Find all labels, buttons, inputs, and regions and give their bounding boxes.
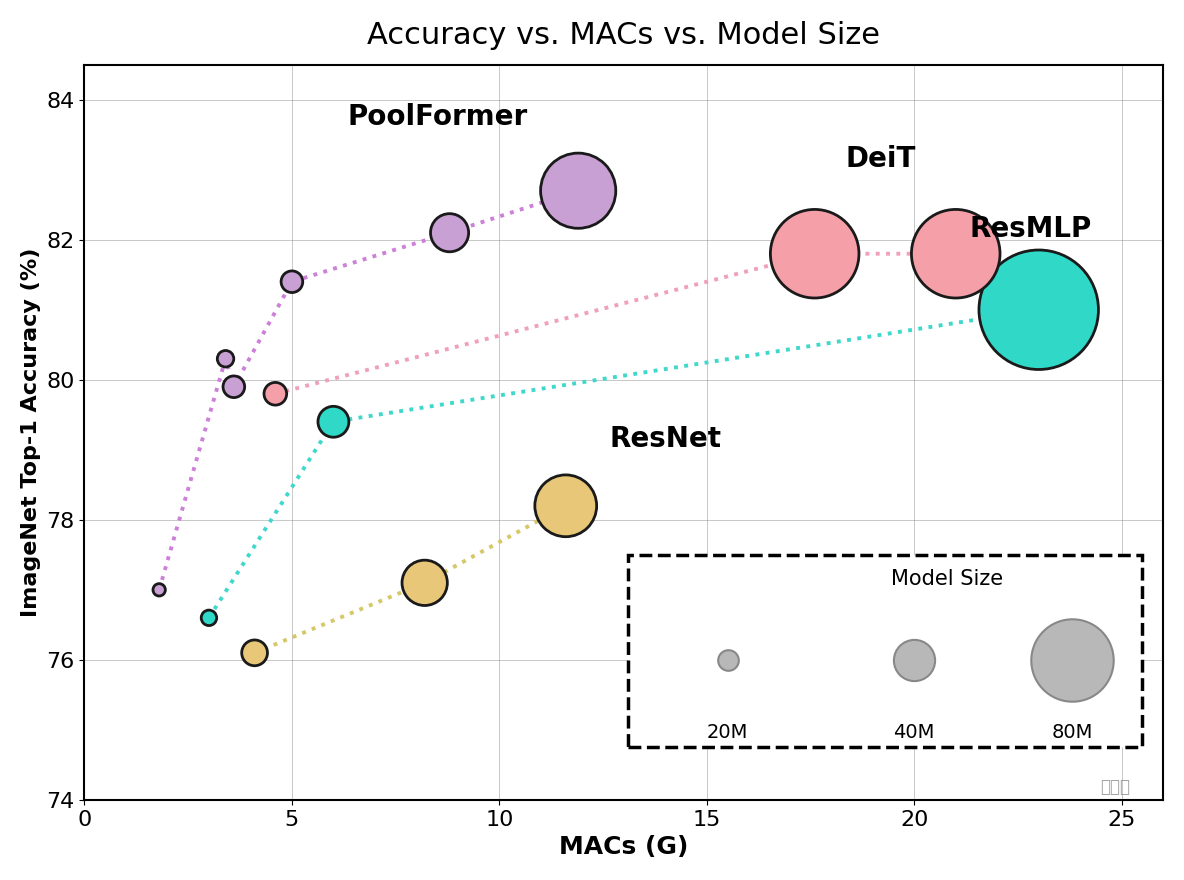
Bar — [628, 554, 1143, 747]
Point — [225, 380, 244, 394]
Text: PoolFormer: PoolFormer — [347, 103, 527, 131]
Point — [245, 646, 264, 660]
Y-axis label: ImageNet Top-1 Accuracy (%): ImageNet Top-1 Accuracy (%) — [21, 247, 40, 617]
Title: Accuracy vs. MACs vs. Model Size: Accuracy vs. MACs vs. Model Size — [367, 21, 881, 50]
Point — [805, 246, 824, 260]
Point — [1062, 653, 1081, 667]
Point — [440, 225, 459, 239]
Point — [266, 386, 285, 400]
Point — [905, 653, 924, 667]
Point — [946, 246, 965, 260]
Point — [718, 653, 736, 667]
Point — [568, 184, 587, 198]
Point — [556, 499, 575, 513]
Point — [199, 611, 218, 625]
Text: DeiT: DeiT — [845, 145, 916, 173]
Point — [1029, 303, 1048, 317]
Point — [416, 576, 435, 590]
Text: ResNet: ResNet — [610, 425, 721, 453]
Point — [215, 352, 234, 366]
Point — [149, 583, 168, 597]
Text: 20M: 20M — [707, 722, 748, 742]
Text: 量子位: 量子位 — [1100, 779, 1130, 796]
Text: 40M: 40M — [894, 722, 935, 742]
X-axis label: MACs (G): MACs (G) — [559, 835, 689, 859]
Text: 80M: 80M — [1051, 722, 1093, 742]
Text: ResMLP: ResMLP — [970, 216, 1092, 243]
Point — [324, 414, 343, 429]
Point — [283, 275, 302, 289]
Text: Model Size: Model Size — [892, 568, 1004, 589]
